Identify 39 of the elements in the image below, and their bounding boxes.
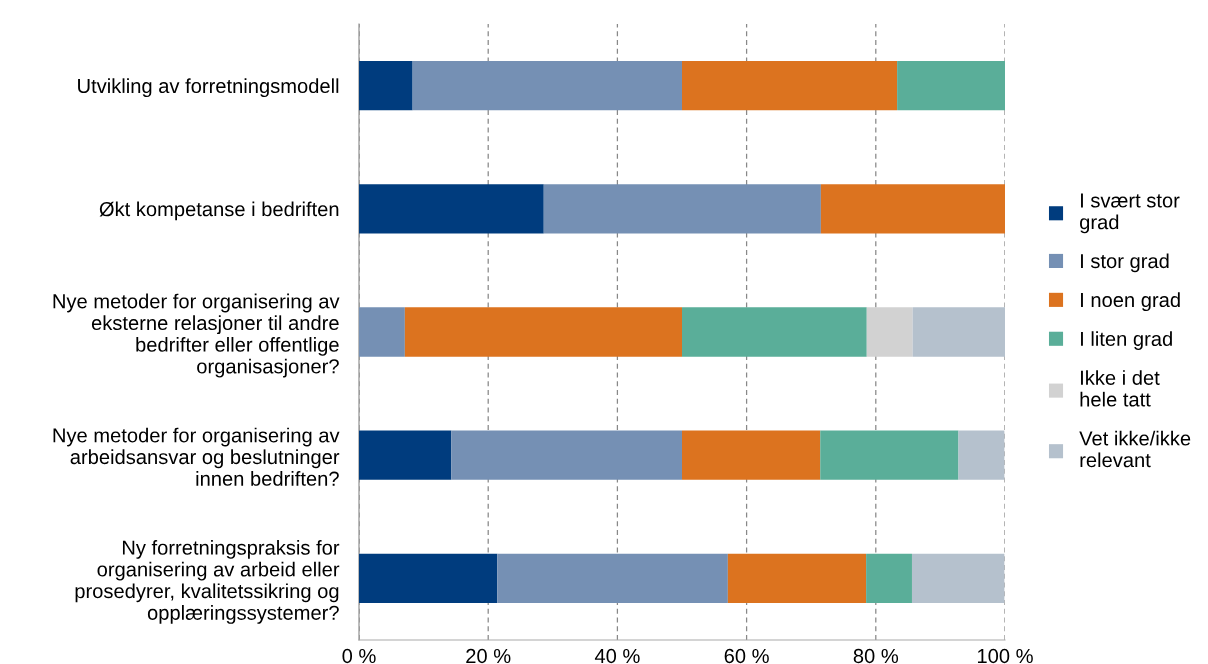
bar xyxy=(543,184,821,234)
bar xyxy=(682,430,821,480)
bar xyxy=(727,553,867,604)
bar xyxy=(404,307,682,357)
y-tick-label: Økt kompetanse i bedriften xyxy=(99,201,339,221)
x-tick-label: 40 % xyxy=(594,648,640,664)
bar xyxy=(359,307,405,357)
bar xyxy=(359,553,498,604)
legend-label: Vet ikke/ikke relevant xyxy=(1079,430,1191,468)
y-tick-label: Nye metoder for organisering av eksterne relasjoner til andre bedrifter eller offentlige organisasjoner? xyxy=(53,293,340,378)
bar xyxy=(820,430,959,480)
legend-label: I noen grad xyxy=(1081,292,1180,312)
bar xyxy=(497,553,728,604)
bar xyxy=(682,307,867,357)
y-tick-label: Ny forretningspraksis for organisering av arbeid eller prosedyrer, kvalitetssikring og opplæringssystemer? xyxy=(75,540,340,624)
x-tick-label: 60 % xyxy=(724,648,769,664)
bar xyxy=(912,307,1005,357)
bar xyxy=(866,307,913,357)
bar xyxy=(911,553,1005,604)
bar xyxy=(866,553,912,604)
bar xyxy=(820,184,1005,234)
bar xyxy=(682,60,898,111)
y-tick-label: Nye metoder for organisering av arbeidsansvar og beslutninger innen bedriften? xyxy=(53,427,340,486)
bar xyxy=(359,430,452,480)
legend-label: I stor grad xyxy=(1081,253,1169,273)
bar xyxy=(958,430,1005,480)
x-tick-label: 0 % xyxy=(342,648,376,664)
x-tick-label: 80 % xyxy=(853,648,899,664)
y-tick-label: Utvikling av forretningsmodell xyxy=(78,78,339,98)
legend-label: I svært stor grad xyxy=(1080,193,1180,234)
bar xyxy=(359,60,413,111)
x-tick-label: 100 % xyxy=(977,648,1033,664)
bar xyxy=(412,60,682,111)
bar xyxy=(451,430,682,480)
x-tick-label: 20 % xyxy=(466,648,511,664)
legend-label: I liten grad xyxy=(1081,331,1172,350)
bar xyxy=(897,60,1005,111)
legend-label: Ikke i det hele tatt xyxy=(1080,370,1160,407)
bar xyxy=(359,184,544,234)
